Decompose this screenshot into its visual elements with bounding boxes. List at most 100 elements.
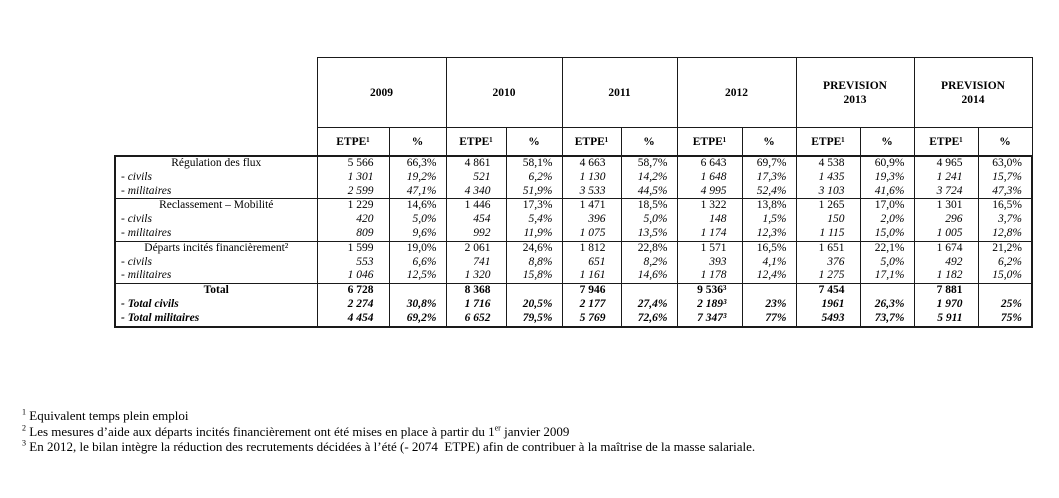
row-label: - civils [121,255,152,268]
row-label: - Total militaires [121,311,200,324]
pct-value: 12,3% [756,226,787,239]
row-label: - civils [121,170,152,183]
footnotes: 1 Equivalent temps plein emploi 2 Les me… [22,408,755,455]
table-group-total: Total - Total civils - Total militaires 6 7… [114,283,1033,328]
etpe-value: 1 674 [936,241,963,254]
table-group: Reclassement – Mobilité - civils - militai… [114,198,1033,242]
pct-value: 14,2% [637,170,668,183]
footnote-text: janvier 2009 [500,423,570,439]
etpe-value: 1 301 [347,170,374,183]
etpe-value: 1 265 [818,199,845,212]
pct-header: % [977,127,1033,157]
pct-value: 6,2% [998,255,1022,268]
etpe-value: 651 [588,255,606,268]
etpe-value: 5 769 [579,311,606,324]
etpe-value: 396 [588,213,606,226]
row-label-cell: Régulation des flux - civils - militaires [114,155,318,200]
etpe-value: 7 347³ [697,311,727,324]
year-label: PREVISION 2013 [823,79,887,106]
etpe-value: 2 061 [464,241,491,254]
pct-value: 79,5% [522,311,553,324]
pct-cell: 22,1% 5,0% 17,1% [859,240,915,285]
pct-value: 17,3% [522,199,553,212]
subheader-row: ETPE¹ % ETPE¹ % ETPE¹ % ETPE¹ % ETPE¹ % … [115,127,1033,157]
etpe-value: 4 663 [579,157,606,169]
pct-cell: 16,5% 3,7% 12,8% [977,198,1033,242]
pct-cell: 63,0% 15,7% 47,3% [977,155,1033,200]
pct-cell: 17,3% 5,4% 11,9% [505,198,563,242]
pct-value: 5,0% [412,213,437,226]
pct-value: 23% [765,297,787,310]
etpe-value: 1 322 [700,199,727,212]
etpe-value: 3 103 [818,184,845,197]
pct-value: 18,5% [637,199,668,212]
pct-value: 12,8% [992,226,1022,239]
pct-value: 51,9% [522,184,553,197]
pct-value: 19,3% [874,170,905,183]
footnote-marker: 2 [22,423,27,433]
etpe-cell: 4 538 1 435 3 103 [795,155,861,200]
pct-value: 15,7% [992,170,1022,183]
etpe-header: ETPE¹ [676,127,743,157]
etpe-value: 7 946 [579,284,606,297]
pct-value [390,284,446,298]
table-group: Régulation des flux - civils - militaires 5… [114,155,1033,200]
row-label-cell: Reclassement – Mobilité - civils - militai… [114,198,318,242]
pct-value: 73,7% [874,311,905,324]
etpe-value: 4 861 [464,157,491,169]
pct-value: 16,5% [756,241,787,254]
row-label-cell: Total - Total civils - Total militaires [114,283,318,328]
pct-value [622,284,677,298]
etpe-value: 4 454 [347,311,374,324]
pct-header: % [859,127,915,157]
pct-value: 44,5% [637,184,668,197]
etpe-value: 393 [709,255,727,268]
footnote-3: 3 En 2012, le bilan intègre la réduction… [22,439,755,455]
etpe-cell: 1 471 396 1 075 [561,198,622,242]
year-header-row: 2009 2010 2011 2012 PREVISION 2013 PREVI… [115,57,1033,128]
etpe-value: 4 538 [818,157,845,169]
pct-value: 9,6% [412,226,437,239]
row-label-cell: Départs incités financièrement² - civils -… [114,240,318,285]
pct-value: 17,1% [874,269,905,282]
pct-value: 77% [765,311,787,324]
year-label: 2009 [370,86,393,99]
pct-value: 47,1% [406,184,437,197]
etpe-value: 4 995 [700,184,727,197]
row-label: Reclassement – Mobilité [159,199,274,212]
etpe-value: 376 [827,255,845,268]
pct-value: 21,2% [992,241,1022,254]
pct-cell: 27,4% 72,6% [620,283,678,328]
pct-value: 24,6% [522,241,553,254]
pct-cell: 19,0% 6,6% 12,5% [388,240,447,285]
pct-value: 1,5% [762,213,787,226]
etpe-value: 1 178 [700,269,727,282]
pct-cell: 69,7% 17,3% 52,4% [741,155,797,200]
etpe-value: 2 177 [579,297,606,310]
etpe-value: 1 161 [579,269,606,282]
year-label: 2010 [492,86,516,99]
pct-value: 3,7% [998,213,1022,226]
etpe-value: 296 [945,213,963,226]
row-label: - militaires [121,226,172,239]
etpe-value: 1 651 [818,241,845,254]
pct-cell: 66,3% 19,2% 47,1% [388,155,447,200]
pct-value: 60,9% [874,157,905,169]
pct-value: 14,6% [637,269,668,282]
year-label: 2012 [725,86,748,99]
etpe-value: 1 182 [936,269,963,282]
header-blank-cell [115,58,317,128]
etpe-value: 3 533 [579,184,606,197]
pct-value: 20,5% [522,297,553,310]
footnote-2: 2 Les mesures d’aide aux départs incités… [22,424,755,440]
pct-value: 15,8% [522,269,553,282]
etpe-value: 1 320 [464,269,491,282]
etpe-value: 1 446 [464,199,491,212]
etpe-value: 454 [473,213,491,226]
pct-value: 15,0% [992,269,1022,282]
etpe-value: 1 812 [579,241,606,254]
pct-value: 72,6% [637,311,668,324]
etpe-cell: 1 571 393 1 178 [676,240,743,285]
etpe-value: 809 [356,226,374,239]
